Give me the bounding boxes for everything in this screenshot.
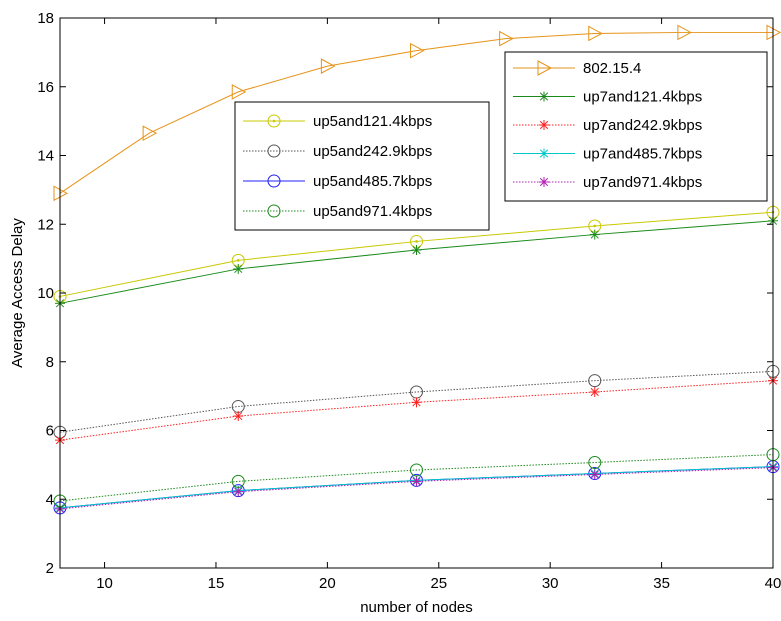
x-tick-label: 35	[653, 575, 670, 592]
legend-1: up5and121.4kbps up5and242.9kbps up5and485.…	[234, 101, 490, 231]
series-line-up7and971-4kbps	[59, 467, 774, 510]
legend-2: 802.15.4 up7and121.4kbps up7and242.9kbps up…	[504, 51, 768, 202]
data-point	[410, 42, 425, 59]
legend-item-up7and121-4kbps: up7and121.4kbps	[513, 89, 702, 106]
legend-label: 802.15.4	[583, 60, 641, 77]
legend-item-up7and242-9kbps: up7and242.9kbps	[513, 117, 702, 134]
legend-marker	[267, 114, 281, 128]
data-point	[411, 476, 422, 487]
y-axis-label: Average Access Delay	[9, 218, 26, 368]
x-tick-label: 40	[765, 575, 781, 592]
legend-label: up5and971.4kbps	[313, 203, 432, 220]
data-point	[589, 229, 600, 240]
legend-label: up7and121.4kbps	[583, 89, 702, 106]
data-point	[411, 397, 422, 408]
legend-box	[504, 51, 768, 202]
data-point	[231, 474, 245, 488]
data-point	[233, 411, 244, 422]
series-line-up5and485-7kbps	[59, 466, 774, 509]
data-point	[588, 455, 602, 469]
data-point	[320, 58, 336, 74]
x-axis-label: number of nodes	[360, 599, 473, 616]
y-tick-label: 18	[37, 10, 54, 27]
series-up7and485-7kbps	[55, 461, 778, 513]
x-tick-label: 25	[430, 575, 447, 592]
legend-marker	[267, 144, 281, 158]
x-tick-label: 30	[542, 575, 559, 592]
series-line-802-15-4	[59, 31, 773, 194]
x-tick-label: 20	[319, 575, 336, 592]
data-point	[233, 486, 244, 497]
series-up5and485-7kbps	[53, 460, 780, 515]
legend-label: up7and485.7kbps	[583, 146, 702, 163]
legend-marker	[539, 120, 549, 130]
legend-box	[234, 101, 490, 231]
legend-item-802-15-4: 802.15.4	[513, 60, 641, 77]
legend-item-up5and485-7kbps: up5and485.7kbps	[243, 173, 432, 190]
legend-marker	[539, 91, 549, 102]
ticks-layer: 10 15 20 25 30 35 40 2 4 6 8 10 12 14 16 18	[37, 10, 781, 592]
series-802-15-4	[53, 24, 781, 202]
legend-item-up5and121-4kbps: up5and121.4kbps	[243, 113, 432, 130]
legend-marker	[539, 148, 549, 159]
data-point	[588, 25, 603, 42]
legend-label: up7and242.9kbps	[583, 117, 702, 134]
legend-label: up5and121.4kbps	[313, 113, 432, 130]
series-line-up7and242-9kbps	[59, 380, 774, 441]
x-tick-label: 15	[208, 575, 225, 592]
legend-item-up5and242-9kbps: up5and242.9kbps	[243, 143, 432, 160]
legend-item-up7and971-4kbps: up7and971.4kbps	[513, 174, 702, 191]
legend-label: up5and242.9kbps	[313, 143, 432, 160]
series-line-up5and242-9kbps	[59, 370, 774, 433]
legend-label: up7and971.4kbps	[583, 174, 702, 191]
series-line-up7and121-4kbps	[59, 220, 774, 304]
y-tick-label: 6	[46, 423, 54, 440]
data-point	[589, 387, 600, 397]
y-tick-label: 10	[37, 285, 54, 302]
series-line-up5and971-4kbps	[59, 454, 774, 502]
data-point	[231, 84, 247, 100]
legend-label: up5and485.7kbps	[313, 173, 432, 190]
x-tick-label: 10	[96, 575, 113, 592]
legend-marker	[267, 204, 281, 218]
data-point	[589, 469, 600, 480]
y-tick-label: 12	[37, 216, 54, 233]
y-tick-label: 2	[46, 560, 54, 577]
legend-item-up5and971-4kbps: up5and971.4kbps	[243, 203, 432, 220]
y-tick-label: 8	[46, 354, 54, 371]
data-point	[499, 30, 514, 47]
legend-marker	[267, 174, 281, 188]
y-tick-label: 16	[37, 79, 54, 96]
data-point	[410, 463, 423, 477]
legend-item-up7and485-7kbps: up7and485.7kbps	[513, 146, 702, 163]
legend-marker	[539, 177, 549, 187]
series-up5and971-4kbps	[53, 448, 780, 508]
series-line-up7and485-7kbps	[59, 466, 774, 509]
data-point	[588, 374, 602, 388]
y-tick-label: 14	[37, 148, 54, 165]
legend-marker	[537, 60, 553, 76]
data-point	[233, 263, 244, 274]
data-point	[677, 24, 692, 41]
data-point	[142, 125, 158, 141]
y-tick-label: 4	[46, 491, 54, 508]
data-point	[411, 245, 422, 256]
legend-layer: up5and121.4kbps up5and242.9kbps up5and485.…	[234, 51, 768, 231]
